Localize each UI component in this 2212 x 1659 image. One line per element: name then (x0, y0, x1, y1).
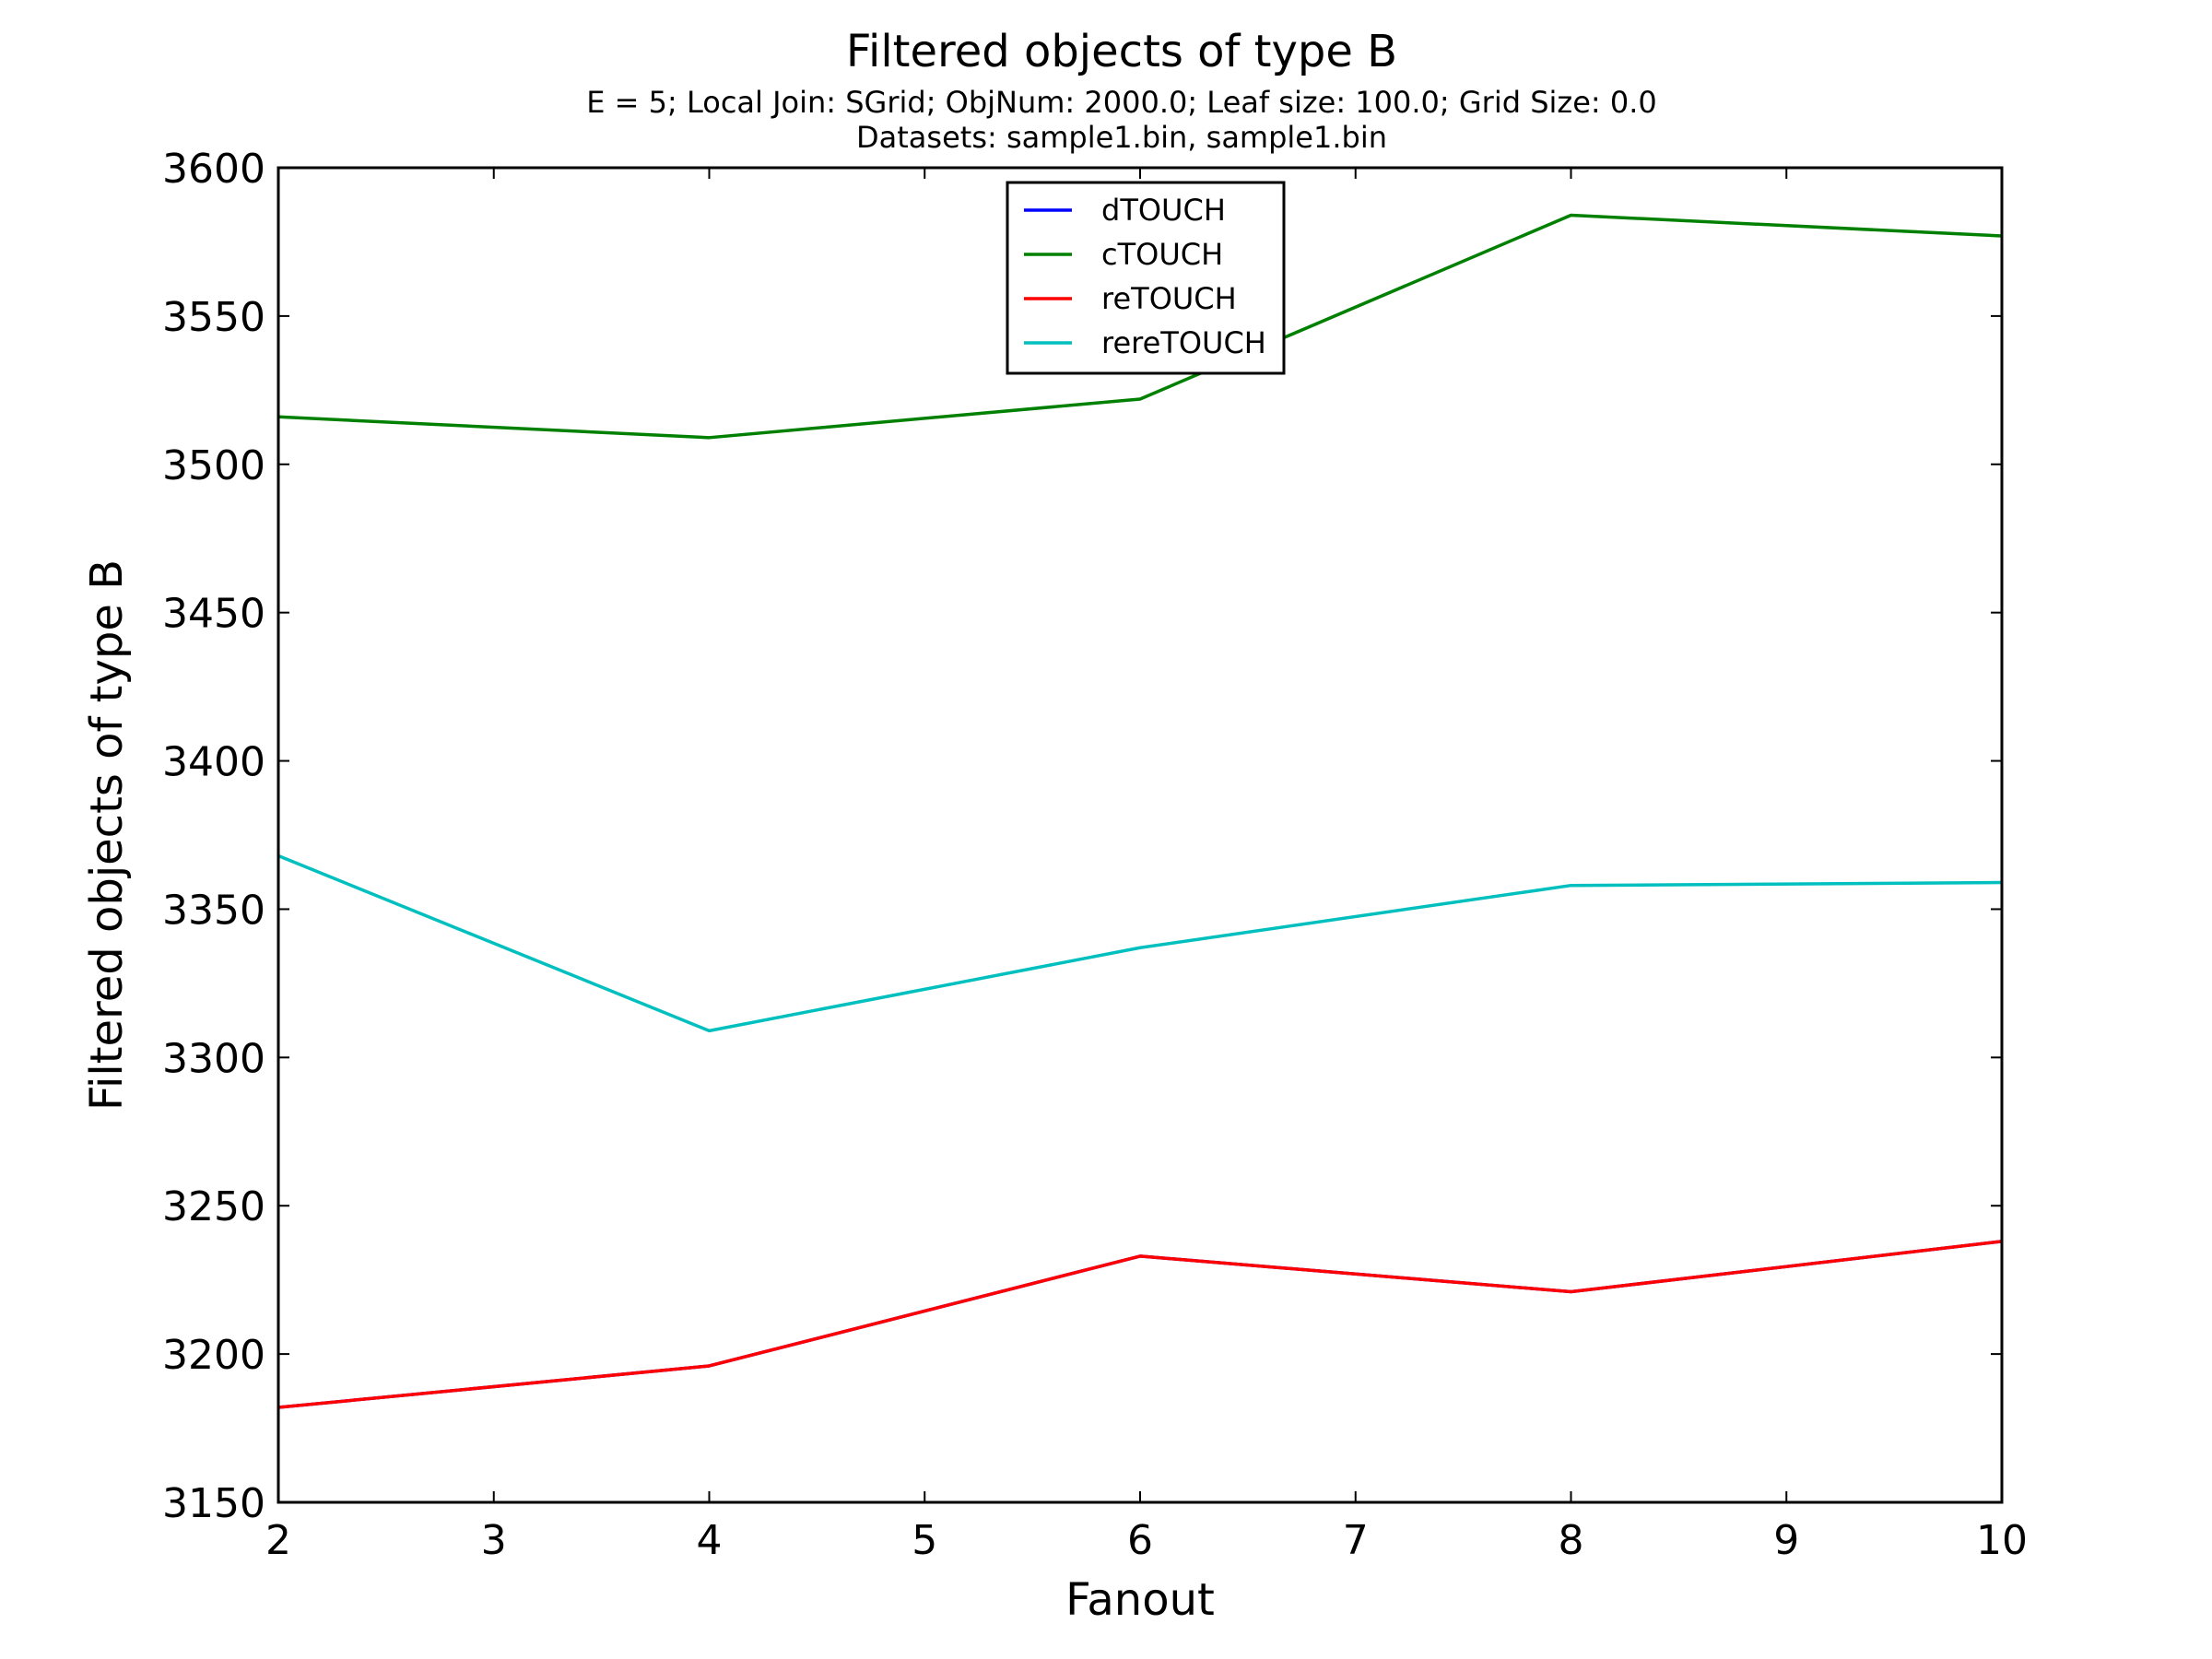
y-axis-label: Filtered objects of type B (81, 559, 133, 1111)
legend-item: rereTOUCH (1024, 325, 1266, 360)
legend-item: dTOUCH (1024, 193, 1226, 228)
x-tick-label: 9 (1773, 1517, 1799, 1564)
y-tick-label: 3550 (162, 294, 265, 341)
series-layer (277, 213, 2003, 1409)
series-line-ctouch (277, 213, 2003, 440)
legend-item: cTOUCH (1024, 237, 1223, 272)
legend-label: reTOUCH (1101, 281, 1237, 316)
y-tick-label: 3300 (162, 1035, 265, 1082)
x-tick-label: 5 (912, 1517, 937, 1564)
legend-label: dTOUCH (1101, 193, 1226, 228)
y-axis: 3150 3200 3250 3300 3350 3400 3450 3500 3550 3600 (162, 146, 2002, 1527)
chart-subtitle-line-2: Datasets: sample1.bin, sample1.bin (856, 120, 1387, 155)
y-tick-label: 3600 (162, 146, 265, 193)
chart-subtitle-line-1: E = 5; Local Join: SGrid; ObjNum: 2000.0… (586, 85, 1656, 120)
x-tick-label: 8 (1559, 1517, 1584, 1564)
x-tick-label: 3 (481, 1517, 507, 1564)
legend-item: reTOUCH (1024, 281, 1237, 316)
y-tick-label: 3350 (162, 887, 265, 934)
y-tick-label: 3250 (162, 1183, 265, 1230)
y-tick-label: 3400 (162, 739, 265, 786)
x-tick-label: 2 (265, 1517, 291, 1564)
chart-title: Filtered objects of type B (846, 26, 1397, 77)
y-tick-label: 3500 (162, 442, 265, 489)
y-tick-label: 3200 (162, 1332, 265, 1379)
x-tick-label: 10 (1976, 1517, 2028, 1564)
x-tick-label: 7 (1343, 1517, 1369, 1564)
x-tick-label: 6 (1127, 1517, 1153, 1564)
legend-label: cTOUCH (1101, 237, 1223, 272)
x-tick-label: 4 (697, 1517, 723, 1564)
legend-label: rereTOUCH (1101, 325, 1266, 360)
legend: dTOUCH cTOUCH reTOUCH rereTOUCH (1006, 181, 1286, 375)
series-line-reretouch (277, 853, 2003, 1033)
y-tick-label: 3150 (162, 1480, 265, 1527)
x-axis: 2 3 4 5 6 7 8 9 10 (265, 168, 2028, 1564)
y-tick-label: 3450 (162, 591, 265, 638)
x-axis-label: Fanout (1065, 1574, 1215, 1626)
series-line-retouch (277, 1240, 2003, 1409)
